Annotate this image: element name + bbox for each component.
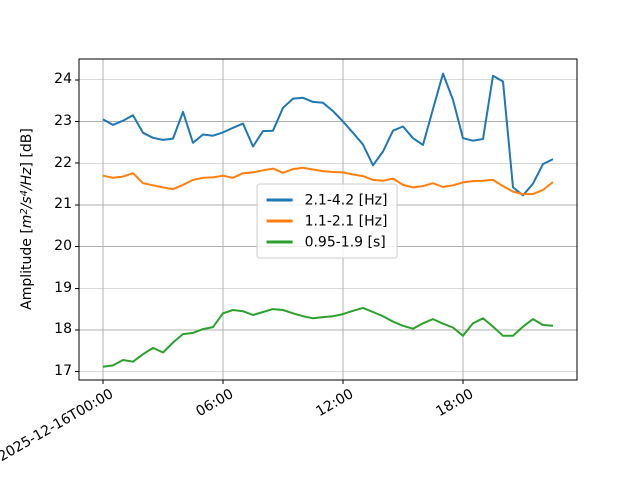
y-tick-label-24: 24: [54, 71, 72, 88]
y-tick-label-19: 19: [54, 279, 72, 296]
legend-line-sample-blue: [266, 198, 293, 202]
series-line-1.1-2.1 [Hz]: [102, 166, 554, 196]
plot-border: [78, 58, 578, 381]
legend-line-sample-orange: [266, 219, 293, 223]
axes-spines: [78, 58, 578, 381]
y-tick-label-17: 17: [54, 363, 72, 380]
legend-line-sample-green: [266, 240, 293, 244]
legend: 2.1-4.2 [Hz] 1.1-2.1 [Hz] 0.95-1.9 [s]: [256, 183, 398, 259]
legend-entry: 0.95-1.9 [s]: [266, 232, 388, 253]
legend-label: 1.1-2.1 [Hz]: [304, 213, 388, 229]
y-tick-label-18: 18: [54, 321, 72, 338]
tick-marks: [75, 79, 464, 384]
legend-label: 2.1-4.2 [Hz]: [304, 192, 388, 208]
legend-label: 0.95-1.9 [s]: [304, 234, 386, 250]
legend-entry: 1.1-2.1 [Hz]: [266, 211, 388, 232]
data-series: [102, 72, 554, 368]
legend-entry: 2.1-4.2 [Hz]: [266, 190, 388, 211]
series-line-0.95-1.9 [s]: [102, 306, 554, 368]
y-axis-label-part: m: [19, 214, 36, 229]
y-tick-label-22: 22: [54, 154, 72, 171]
y-tick-label-20: 20: [54, 238, 72, 255]
y-tick-label-21: 21: [54, 196, 72, 213]
series-line-2.1-4.2 [Hz]: [102, 72, 554, 197]
y-tick-label-23: 23: [54, 113, 72, 130]
